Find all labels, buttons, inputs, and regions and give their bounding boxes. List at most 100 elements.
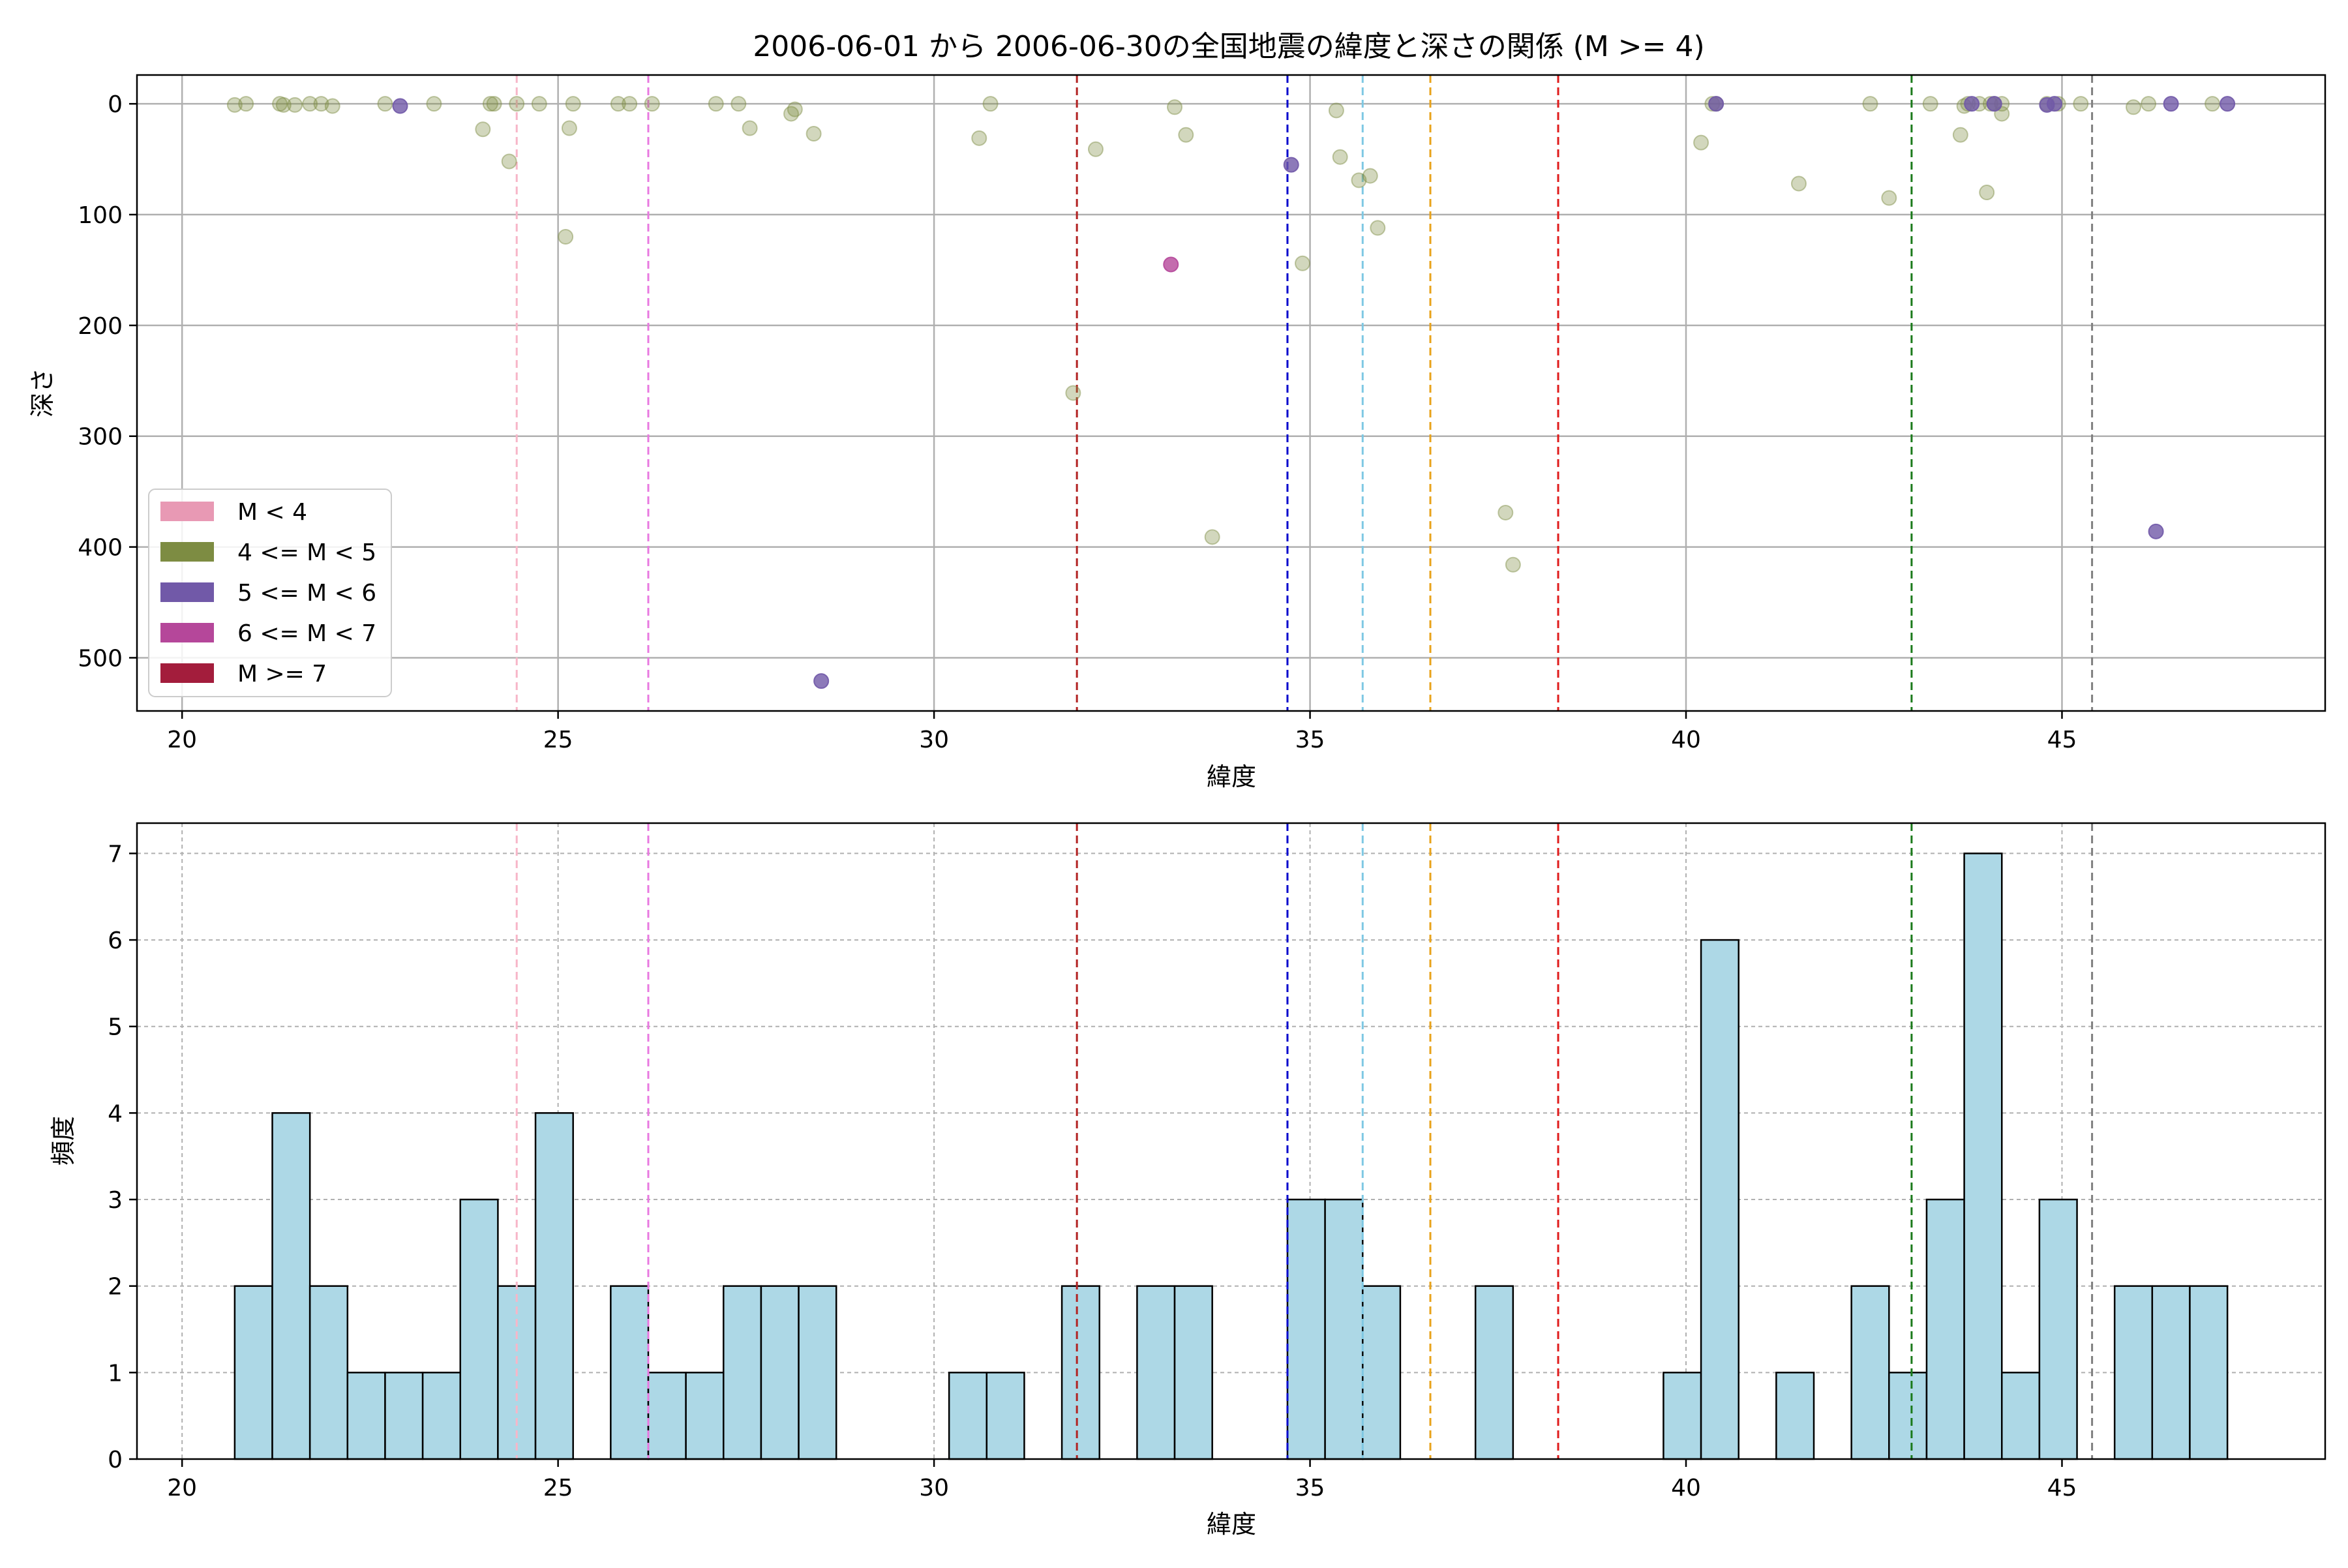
histogram-reference-lines <box>515 823 2094 1459</box>
histogram-bar <box>2113 1285 2154 1460</box>
scatter-y-ticks: 0 100 200 300 400 500 <box>78 91 137 672</box>
scatter-axes-frame <box>136 74 2326 712</box>
legend-swatch <box>160 582 214 602</box>
histogram-x-ticks: 20 25 30 35 40 45 <box>167 1459 2077 1501</box>
scatter-point <box>787 101 803 117</box>
histogram-bar <box>610 1285 650 1460</box>
scatter-point <box>622 96 638 112</box>
histogram-x-tick-label: 45 <box>2047 1475 2077 1501</box>
scatter-point <box>1693 134 1709 151</box>
histogram-x-tick-label: 30 <box>919 1475 949 1501</box>
histogram-bar <box>1136 1285 1176 1460</box>
legend: M < 4 4 <= M < 5 5 <= M < 6 6 <= M < 7 M >= … <box>148 489 392 697</box>
histogram-y-tick-label: 3 <box>108 1187 123 1214</box>
scatter-point <box>1505 556 1521 573</box>
scatter-point <box>971 130 987 146</box>
scatter-point <box>426 96 442 112</box>
scatter-point <box>1178 127 1194 143</box>
scatter-point <box>509 96 525 112</box>
scatter-y-tick-label: 100 <box>78 202 123 229</box>
scatter-point <box>2046 96 2062 112</box>
scatter-point <box>1964 96 1980 112</box>
legend-label: 5 <= M < 6 <box>237 580 376 607</box>
scatter-point <box>275 97 292 113</box>
scatter-point <box>783 106 800 122</box>
scatter-point <box>392 98 408 114</box>
histogram-bar <box>1925 1198 1965 1460</box>
histogram-bar <box>346 1372 386 1460</box>
histogram-bar <box>1888 1372 1928 1460</box>
histogram-bar <box>1061 1285 1100 1460</box>
scatter-point <box>1163 256 1179 273</box>
scatter-point <box>1167 99 1183 115</box>
histogram-bar <box>1474 1285 1514 1460</box>
scatter-y-tick-label: 500 <box>78 645 123 672</box>
scatter-point <box>805 126 822 142</box>
scatter-y-tick-label: 200 <box>78 313 123 340</box>
scatter-point <box>1862 96 1878 112</box>
scatter-point <box>1362 168 1378 184</box>
scatter-point <box>486 96 502 112</box>
scatter-point <box>226 97 243 113</box>
scatter-grid <box>137 75 2325 711</box>
histogram-x-tick-label: 25 <box>543 1475 573 1501</box>
histogram-y-tick-label: 1 <box>108 1360 123 1387</box>
scatter-point <box>1351 172 1367 188</box>
scatter-point <box>531 96 547 112</box>
scatter-x-tick-label: 30 <box>919 727 949 753</box>
scatter-point <box>1952 127 1968 143</box>
histogram-bar <box>1324 1198 1364 1460</box>
scatter-point <box>2141 96 2157 112</box>
legend-items: M < 4 4 <= M < 5 5 <= M < 6 6 <= M < 7 M >= … <box>160 499 376 687</box>
scatter-point <box>324 98 340 114</box>
histogram-y-tick-label: 0 <box>108 1447 123 1473</box>
scatter-point <box>708 96 724 112</box>
histogram-bar <box>1286 1198 1326 1460</box>
histogram-bar <box>1700 939 1739 1460</box>
scatter-point <box>2163 96 2179 112</box>
scatter-x-tick-label: 45 <box>2047 727 2077 753</box>
histogram-bar <box>647 1372 687 1460</box>
histogram-bar <box>233 1285 273 1460</box>
scatter-y-tick-label: 300 <box>78 424 123 451</box>
histogram-x-tick-label: 40 <box>1671 1475 1701 1501</box>
scatter-point <box>1295 255 1311 271</box>
histogram-bar <box>1663 1372 1702 1460</box>
histogram-y-axis-label: 頻度 <box>49 1116 78 1166</box>
histogram-x-tick-label: 20 <box>167 1475 197 1501</box>
scatter-point <box>238 96 254 112</box>
scatter-title: 2006-06-01 から 2006-06-30の全国地震の緯度と深さの関係 (… <box>753 30 1704 63</box>
histogram-bar <box>534 1112 574 1460</box>
legend-swatch <box>160 663 214 683</box>
scatter-point <box>2126 99 2142 115</box>
scatter-point <box>2220 96 2236 112</box>
scatter-point <box>1370 220 1386 236</box>
histogram-bar <box>798 1285 837 1460</box>
histogram-x-tick-label: 35 <box>1295 1475 1325 1501</box>
histogram-y-tick-label: 5 <box>108 1014 123 1041</box>
scatter-point <box>730 96 747 112</box>
legend-label: 4 <= M < 5 <box>237 539 376 566</box>
scatter-point <box>1708 96 1724 112</box>
legend-swatch <box>160 623 214 642</box>
legend-box <box>148 489 392 697</box>
histogram-bar <box>2189 1285 2229 1460</box>
scatter-point <box>287 97 303 113</box>
scatter-point <box>982 96 999 112</box>
scatter-point <box>1332 149 1348 165</box>
scatter-point <box>2148 523 2164 539</box>
histogram-bar <box>384 1372 424 1460</box>
scatter-x-axis-label: 緯度 <box>1207 762 1256 791</box>
histogram-bar <box>723 1285 762 1460</box>
histogram-bar <box>309 1285 349 1460</box>
scatter-point <box>610 96 626 112</box>
legend-label: 6 <= M < 7 <box>237 620 376 647</box>
scatter-point <box>1986 96 2002 112</box>
histogram-bar <box>271 1112 311 1460</box>
legend-swatch <box>160 502 214 521</box>
scatter-point <box>2205 96 2221 112</box>
scatter-point <box>1065 385 1081 401</box>
scatter-points <box>226 96 2236 689</box>
histogram-bar <box>685 1372 725 1460</box>
histogram-bar <box>760 1285 800 1460</box>
